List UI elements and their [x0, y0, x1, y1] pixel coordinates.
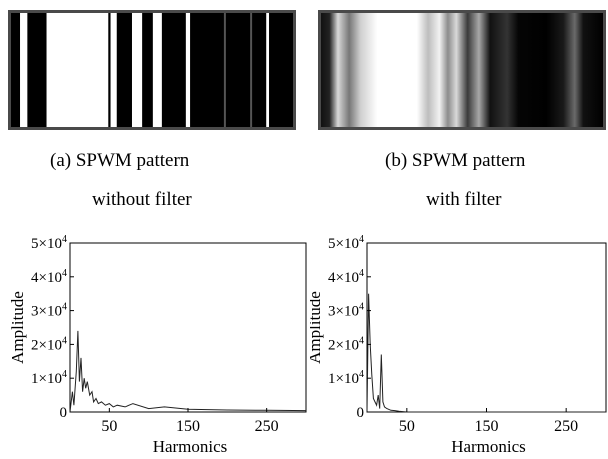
y-tick-label: 5×104: [328, 234, 364, 252]
y-tick-label: 3×104: [31, 302, 67, 320]
y-tick-label: 5×104: [31, 234, 67, 252]
y-tick-label-exponent: 4: [62, 302, 67, 313]
y-axis-label: Amplitude: [310, 291, 324, 364]
y-tick-label-exponent: 4: [62, 369, 67, 380]
spectrum-line: [69, 330, 307, 413]
y-tick-label-exponent: 4: [359, 268, 364, 279]
y-tick-label-exponent: 4: [62, 234, 67, 245]
y-tick-label: 1×104: [31, 369, 67, 387]
y-tick-label-base: 5×10: [328, 236, 359, 252]
x-tick-label: 50: [399, 418, 415, 435]
y-tick-label-base: 3×10: [31, 304, 62, 320]
harmonics-chart-without-filter: 50 150 25001×1042×1043×1044×1045×104Harmon…: [8, 234, 307, 456]
x-tick-label: 50: [101, 418, 117, 435]
x-axis-label: Harmonics: [451, 437, 526, 456]
y-tick-label-base: 5×10: [31, 236, 62, 252]
plot-frame: [69, 242, 307, 413]
y-tick-label-base: 2×10: [328, 337, 359, 353]
harmonics-chart-with-filter: 50 150 25001×1042×1043×1044×1045×104Harmon…: [310, 234, 607, 456]
caption-b-line1: (b) SPWM pattern: [385, 150, 526, 171]
y-axis-label: Amplitude: [8, 291, 27, 364]
spectrum-line: [366, 293, 606, 413]
y-tick-label-base: 2×10: [31, 337, 62, 353]
spwm-pattern-with-filter: [318, 10, 606, 130]
stripe-image-b: [321, 13, 603, 127]
x-tick-label: 250: [554, 418, 578, 435]
y-tick-label-exponent: 4: [62, 268, 67, 279]
x-tick-label: 150: [475, 418, 499, 435]
stripe-image-a: [11, 13, 293, 127]
y-tick-label: 1×104: [328, 369, 364, 387]
y-tick-label-exponent: 4: [62, 335, 67, 346]
y-tick-label-base: 1×10: [31, 371, 62, 387]
x-tick-label: 250: [255, 418, 279, 435]
plot-frame: [366, 242, 607, 413]
y-tick-label: 4×104: [328, 268, 364, 286]
y-tick-label-base: 3×10: [328, 304, 359, 320]
y-tick-label-exponent: 4: [359, 234, 364, 245]
y-tick-label: 2×104: [328, 335, 364, 353]
x-axis-label: Harmonics: [153, 437, 228, 456]
y-tick-label-exponent: 4: [359, 369, 364, 380]
y-tick-label-base: 4×10: [328, 270, 359, 286]
y-tick-label-exponent: 4: [359, 302, 364, 313]
y-tick-label-base: 4×10: [31, 270, 62, 286]
y-tick-label-exponent: 4: [359, 335, 364, 346]
y-tick-label: 0: [357, 405, 365, 421]
caption-a-line1: (a) SPWM pattern: [50, 150, 190, 171]
y-tick-label: 0: [60, 405, 68, 421]
y-tick-label: 4×104: [31, 268, 67, 286]
caption-a-line2: without filter: [92, 189, 192, 210]
caption-b-line2: with filter: [426, 189, 502, 210]
spwm-pattern-without-filter: [8, 10, 296, 130]
y-tick-label: 2×104: [31, 335, 67, 353]
y-tick-label-base: 1×10: [328, 371, 359, 387]
y-tick-label: 3×104: [328, 302, 364, 320]
x-tick-label: 150: [176, 418, 200, 435]
